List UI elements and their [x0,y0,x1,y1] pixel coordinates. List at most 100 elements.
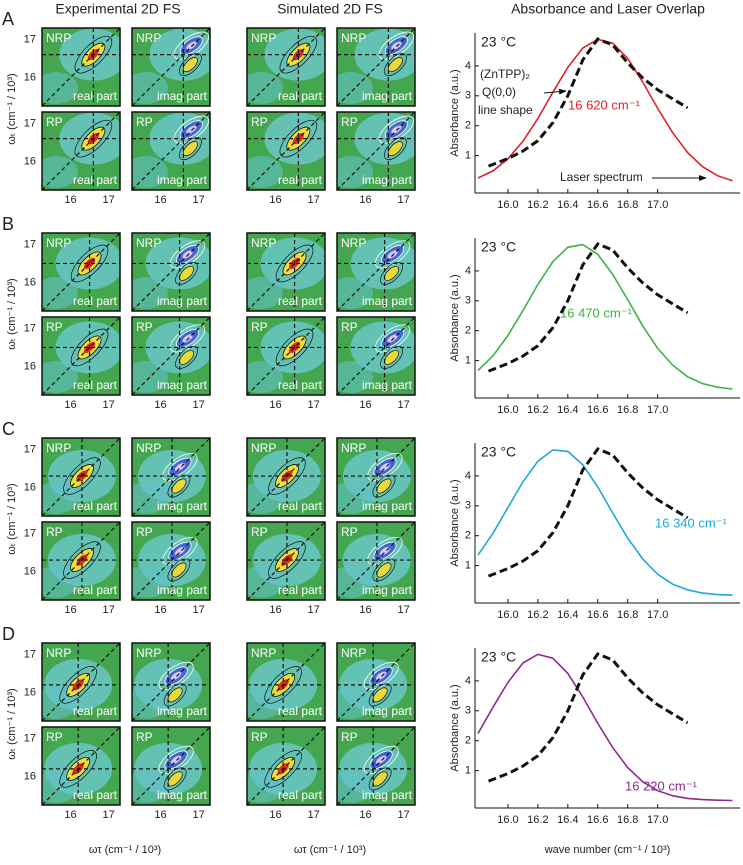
spectrum-halo [132,566,168,598]
spectrum-frame [131,111,211,191]
spectrum-frame [41,316,121,396]
x-tick-label: 17 [102,604,114,616]
x-tick-label: 16.4 [557,404,578,416]
spectrum [247,112,325,190]
x-tick-label: 16.4 [557,609,578,621]
y-tick-label: 16 [24,71,36,83]
peak-inner [387,250,398,259]
contour [163,767,187,791]
x-tick-label: 17 [307,194,319,206]
part-label: imag part [157,378,208,392]
spectrum [337,317,415,395]
y-tick-label: 4 [465,470,471,482]
spectrum-halo [132,156,168,188]
peak-inner [182,250,193,259]
x-tick-label: 16 [359,399,371,411]
pathway-label: NRP [136,236,161,250]
pathway-label: RP [46,525,63,539]
part-label: imag part [157,704,208,718]
x-tick-label: 16 [359,604,371,616]
spectrum [337,522,415,600]
contour [279,35,318,74]
y-tick-label: 17 [24,33,36,45]
y-axis-label: Absorbance (a.u.) [449,684,461,771]
spectrum [247,727,325,805]
diagonal [247,317,325,395]
y-tick-label: 2 [465,325,471,337]
spectrum [132,233,210,311]
part-label: real part [73,378,118,392]
pathway-label: RP [341,525,358,539]
spectrum-frame [41,521,121,601]
spectrum [132,438,210,516]
column-title: Absorbance and Laser Overlap [511,1,705,17]
x-tick-label: 16.6 [587,199,608,211]
contour [173,115,209,144]
pathway-label: RP [136,730,153,744]
contour [367,453,403,482]
laser-label: 16 620 cm⁻¹ [568,97,641,112]
spectrum-frame [246,521,326,601]
spectrum-frame [336,521,416,601]
spectrum-frame [246,232,326,312]
pathway-label: NRP [136,31,161,45]
spectrum [247,233,325,311]
x-tick-label: 17.0 [647,609,668,621]
spectrum-frame [131,437,211,517]
peak [372,558,396,582]
pathway-label: RP [136,525,153,539]
temperature-label: 23 °C [481,34,516,50]
diagonal [247,233,325,311]
pathway-label: RP [341,320,358,334]
peak [178,137,202,161]
part-label: real part [278,89,323,103]
spectrum [337,727,415,805]
contour [158,745,194,774]
x-tick-label: 17 [397,809,409,821]
column-title: Simulated 2D FS [277,1,383,17]
peak [163,767,187,791]
contour [367,537,403,566]
pathway-label: NRP [341,236,366,250]
annotation: line shape [478,103,533,117]
diagonal [42,28,120,106]
contour [162,537,198,566]
x-tick-label: 16.4 [557,199,578,211]
spectrum-frame [246,437,326,517]
diagonal [42,112,120,190]
spectrum [247,522,325,600]
peak-outer [387,141,403,157]
pathway-label: RP [46,115,63,129]
y-axis-label: ωₜ (cm⁻¹ / 10³) [6,483,18,554]
spectrum-frame [131,27,211,107]
peak-outer [167,771,183,787]
spectrum [42,643,120,721]
peak-outer [376,562,392,578]
spectrum-frame [41,726,121,806]
part-label: real part [278,583,323,597]
y-tick-label: 16 [24,770,36,782]
part-label: real part [278,499,323,513]
x-tick-label: 16.8 [617,814,638,826]
spectrum-halo [247,277,283,309]
contour [363,661,399,690]
spectrum-halo [132,361,168,393]
pathway-label: RP [251,730,268,744]
peak [167,558,191,582]
x-tick-label: 16.6 [587,814,608,826]
spectrum-halo [247,72,283,104]
y-tick-label: 17 [24,527,36,539]
diagonal [132,643,210,721]
x-axis-label: wave number (cm⁻¹ / 10³) [544,844,671,856]
temperature-label: 23 °C [481,444,516,460]
spectrum-frame [131,316,211,396]
absorbance-line [487,242,689,373]
x-tick-label: 17.0 [647,404,668,416]
x-tick-label: 17 [192,399,204,411]
laser-line [477,653,733,802]
contour [279,119,318,158]
y-tick-label: 16 [24,481,36,493]
pathway-label: RP [251,115,268,129]
spectrum-frame [336,437,416,517]
